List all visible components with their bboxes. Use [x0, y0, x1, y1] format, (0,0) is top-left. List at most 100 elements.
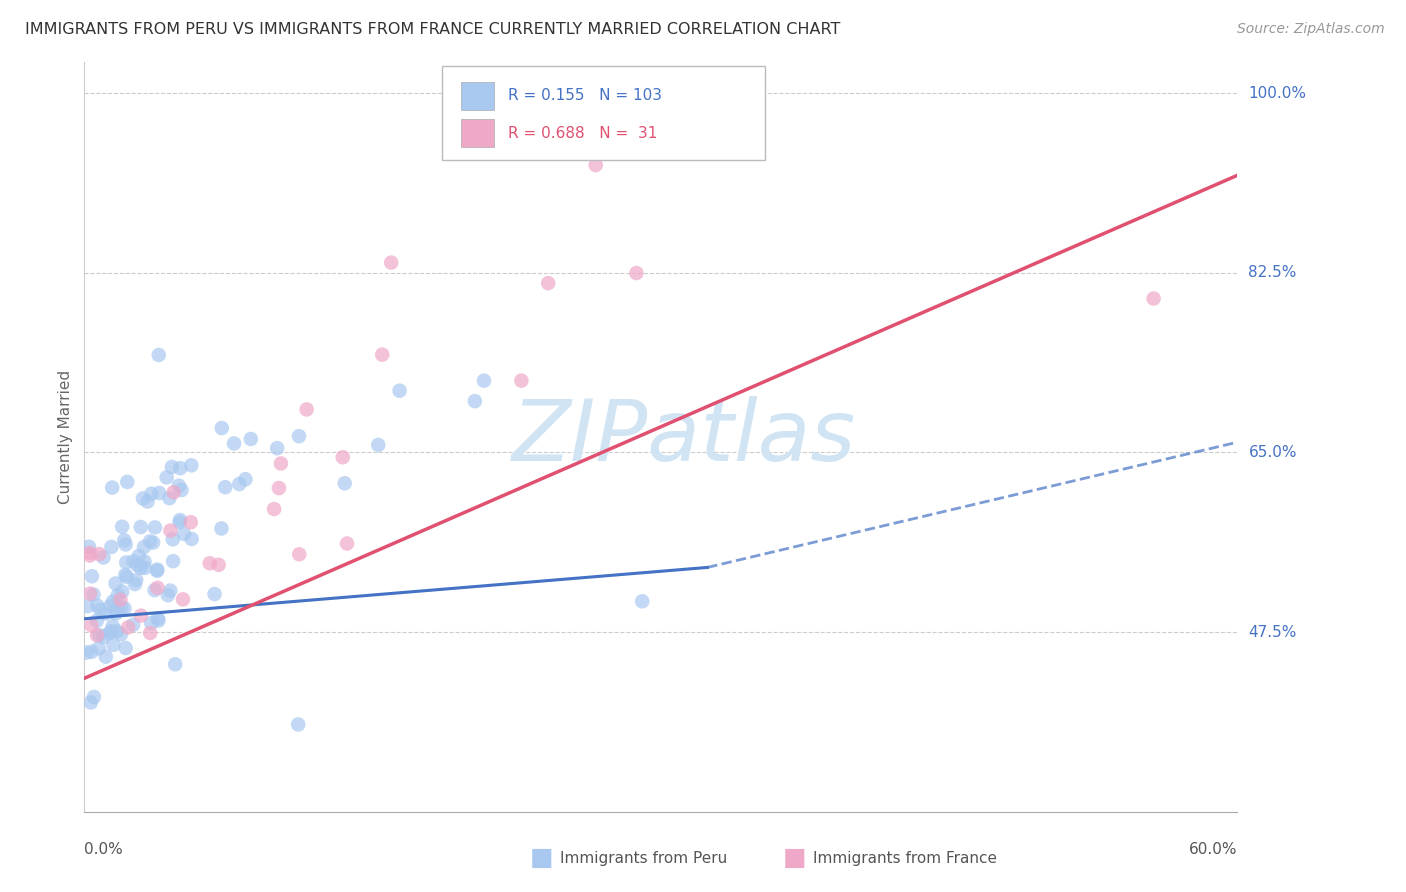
Point [87, 641, 110, 656]
Point [180, 532, 202, 546]
Point [141, 487, 163, 501]
Point [146, 563, 169, 577]
Point [143, 583, 166, 598]
Point [631, 594, 654, 608]
Point [146, 581, 169, 595]
Point [148, 614, 170, 628]
FancyBboxPatch shape [461, 82, 495, 110]
Point [142, 535, 165, 549]
FancyBboxPatch shape [461, 120, 495, 147]
Point [211, 421, 233, 435]
Point [98, 599, 121, 614]
Point [101, 481, 124, 495]
Point [80, 696, 103, 710]
Point [115, 556, 138, 570]
Point [464, 394, 486, 409]
Point [80, 569, 103, 583]
Point [267, 481, 290, 495]
Point [132, 540, 155, 554]
Point [146, 564, 169, 578]
Point [169, 516, 191, 530]
Point [165, 657, 187, 672]
Point [336, 536, 359, 550]
Point [228, 477, 250, 491]
Point [208, 558, 231, 572]
Point [143, 520, 166, 534]
Point [180, 515, 202, 529]
Point [626, 266, 648, 280]
Point [89, 547, 111, 561]
Point [111, 584, 134, 599]
Point [141, 616, 163, 631]
Point [239, 432, 262, 446]
Point [129, 561, 152, 575]
Point [367, 438, 389, 452]
Text: R = 0.155   N = 103: R = 0.155 N = 103 [508, 88, 662, 103]
Text: 82.5%: 82.5% [1249, 265, 1296, 280]
Point [117, 475, 139, 489]
Point [139, 534, 162, 549]
Point [76, 599, 98, 614]
Point [77, 540, 100, 554]
Point [371, 348, 394, 362]
Point [173, 527, 195, 541]
Point [333, 476, 356, 491]
Point [132, 491, 155, 506]
Point [101, 594, 124, 608]
Point [110, 592, 132, 607]
Point [80, 645, 103, 659]
Point [167, 479, 190, 493]
Point [112, 533, 135, 548]
Point [122, 617, 145, 632]
Point [211, 521, 233, 535]
Point [537, 276, 560, 290]
Point [148, 348, 170, 362]
Point [159, 583, 181, 598]
Point [105, 602, 128, 616]
Point [585, 158, 607, 172]
Point [115, 570, 138, 584]
Point [222, 436, 245, 450]
Point [380, 255, 402, 269]
Point [198, 556, 221, 570]
FancyBboxPatch shape [441, 66, 765, 160]
Point [124, 577, 146, 591]
Point [146, 611, 169, 625]
Text: ■: ■ [783, 847, 806, 870]
Point [83, 588, 105, 602]
Point [94, 649, 117, 664]
Point [169, 461, 191, 475]
Point [103, 638, 125, 652]
Point [125, 573, 148, 587]
Point [172, 592, 194, 607]
Point [266, 441, 288, 455]
Point [263, 502, 285, 516]
Point [332, 450, 354, 465]
Point [105, 624, 128, 639]
Point [169, 513, 191, 527]
Point [104, 607, 127, 621]
Text: 100.0%: 100.0% [1249, 86, 1306, 101]
Point [110, 600, 132, 615]
Point [122, 554, 145, 568]
Point [114, 537, 136, 551]
Point [270, 457, 292, 471]
Point [107, 588, 129, 602]
Point [295, 402, 318, 417]
Point [162, 554, 184, 568]
Point [110, 627, 132, 641]
Point [148, 486, 170, 500]
Point [235, 472, 257, 486]
Point [288, 429, 311, 443]
Point [114, 640, 136, 655]
Point [134, 561, 156, 575]
Point [111, 519, 134, 533]
Point [89, 603, 111, 617]
Text: ■: ■ [530, 847, 553, 870]
Point [94, 607, 117, 621]
Point [98, 626, 121, 640]
Point [180, 458, 202, 473]
Point [134, 555, 156, 569]
Point [86, 614, 108, 628]
Point [93, 550, 115, 565]
